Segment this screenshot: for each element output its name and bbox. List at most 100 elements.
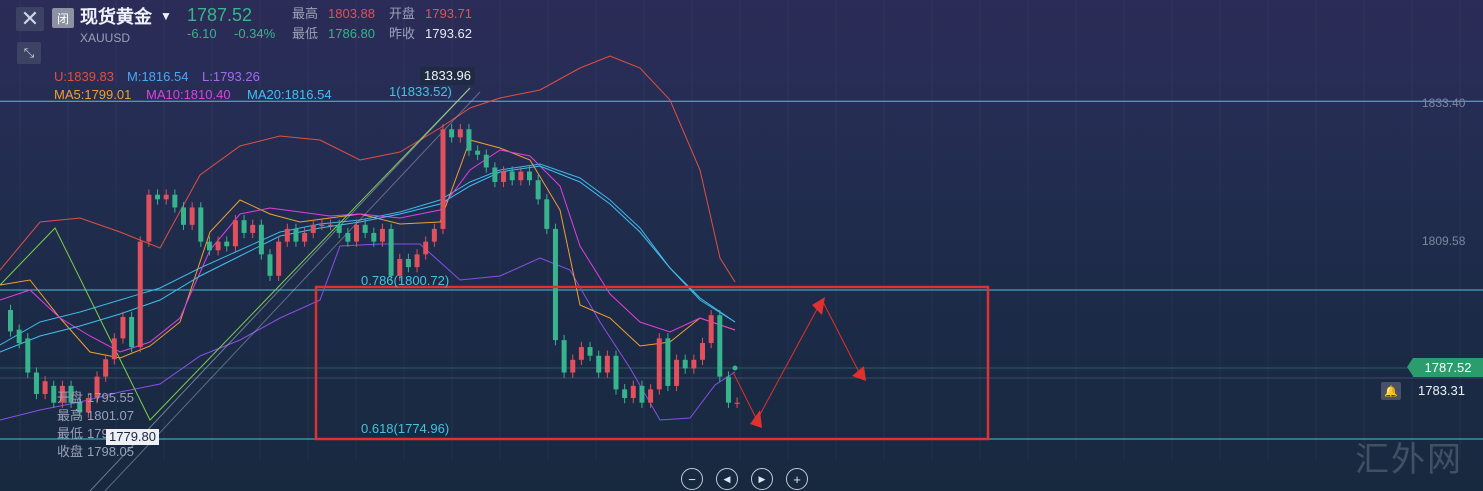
fib-level-0618-label: 0.618(1774.96)	[361, 421, 450, 436]
boll-lower-line	[0, 243, 736, 421]
candle	[674, 359, 680, 386]
price-change-percent: -0.34%	[234, 26, 276, 41]
candle	[258, 224, 264, 255]
candle	[51, 385, 57, 403]
arrow-head	[812, 297, 825, 315]
candle	[129, 316, 135, 348]
candle	[587, 347, 593, 356]
candle	[120, 316, 126, 339]
candle	[198, 207, 204, 242]
candle	[345, 232, 351, 242]
ma10-line	[0, 149, 736, 353]
candle	[544, 199, 550, 229]
boll-lower-legend: L:1793.26	[202, 69, 260, 84]
candle	[241, 220, 247, 233]
candle	[276, 241, 282, 276]
candle	[328, 224, 334, 227]
market-status-badge: 闭	[52, 8, 74, 28]
bell-icon[interactable]: 🔔	[1381, 382, 1401, 400]
candle	[414, 254, 420, 268]
last-price: 1787.52	[187, 5, 253, 25]
candle	[639, 385, 645, 403]
symbol-name[interactable]: 现货黄金	[80, 7, 152, 27]
trend-line	[104, 91, 481, 491]
candle	[561, 340, 567, 373]
candle	[354, 224, 359, 242]
candle	[613, 355, 619, 390]
low-label: 最低	[292, 26, 319, 41]
prev-close-label: 昨收	[389, 26, 416, 41]
candle	[293, 228, 299, 242]
candle	[189, 207, 195, 225]
candle	[501, 171, 507, 182]
boll-mid-line	[0, 163, 736, 346]
hover-close-label: 收盘	[57, 444, 84, 459]
open-label: 开盘	[389, 6, 416, 21]
zoom-out-button[interactable]: −	[681, 468, 703, 490]
open-value: 1793.71	[425, 6, 472, 21]
hover-low-label: 最低	[57, 426, 84, 441]
candle	[250, 224, 256, 233]
current-price-tag: 1787.52	[1407, 358, 1483, 377]
candle	[77, 402, 83, 413]
candle	[302, 232, 308, 242]
step-back-button[interactable]: ◀	[716, 468, 738, 490]
candle	[596, 355, 602, 373]
candle	[630, 385, 636, 399]
candle	[527, 171, 532, 181]
candle	[371, 232, 377, 242]
axis-label-top: 1833.40	[1422, 96, 1466, 110]
candle	[25, 338, 31, 373]
candle	[319, 224, 325, 227]
trend-line	[89, 87, 471, 491]
candle	[725, 376, 731, 403]
arrow-head	[750, 410, 762, 428]
candle	[492, 167, 498, 182]
ma5-line	[0, 139, 736, 359]
candle	[146, 194, 152, 242]
candle	[215, 241, 221, 251]
candle	[224, 241, 230, 247]
candle	[423, 241, 429, 255]
hover-open-value: 1795.55	[87, 390, 134, 405]
high-value: 1803.88	[328, 6, 375, 21]
highlight-box	[314, 285, 990, 441]
collapse-icon[interactable]: ⤡	[17, 42, 41, 64]
candle	[734, 402, 740, 404]
hover-high-value: 1801.07	[87, 408, 134, 423]
chevron-down-icon[interactable]: ▼	[160, 9, 172, 23]
candle	[379, 228, 385, 242]
candle	[181, 207, 186, 225]
candle	[622, 389, 628, 399]
candle	[310, 224, 316, 233]
arrow-head	[852, 366, 866, 381]
candle	[440, 129, 446, 229]
candle	[68, 385, 74, 403]
prev-close-value: 1793.62	[425, 26, 472, 41]
candle	[336, 224, 342, 233]
candle	[717, 315, 723, 377]
boll-mid-legend: M:1816.54	[127, 69, 189, 84]
zoom-in-button[interactable]: +	[786, 468, 808, 490]
candle	[397, 259, 403, 276]
candle	[388, 228, 394, 276]
high-label: 最高	[292, 6, 319, 21]
candle	[33, 372, 39, 394]
candle	[267, 254, 273, 276]
candle	[405, 259, 411, 268]
candle	[648, 389, 654, 403]
watermark: 汇外网	[1355, 440, 1463, 480]
candle	[206, 241, 212, 251]
candle	[103, 359, 109, 377]
close-icon[interactable]: ✕	[16, 6, 44, 31]
step-forward-button[interactable]: ▶	[751, 468, 773, 490]
candle	[137, 241, 143, 348]
candle	[431, 228, 437, 242]
boll-upper-legend: U:1839.83	[54, 69, 114, 84]
forecast-path	[732, 298, 863, 422]
candle	[85, 398, 91, 413]
candle	[8, 309, 13, 332]
candle	[362, 224, 368, 233]
